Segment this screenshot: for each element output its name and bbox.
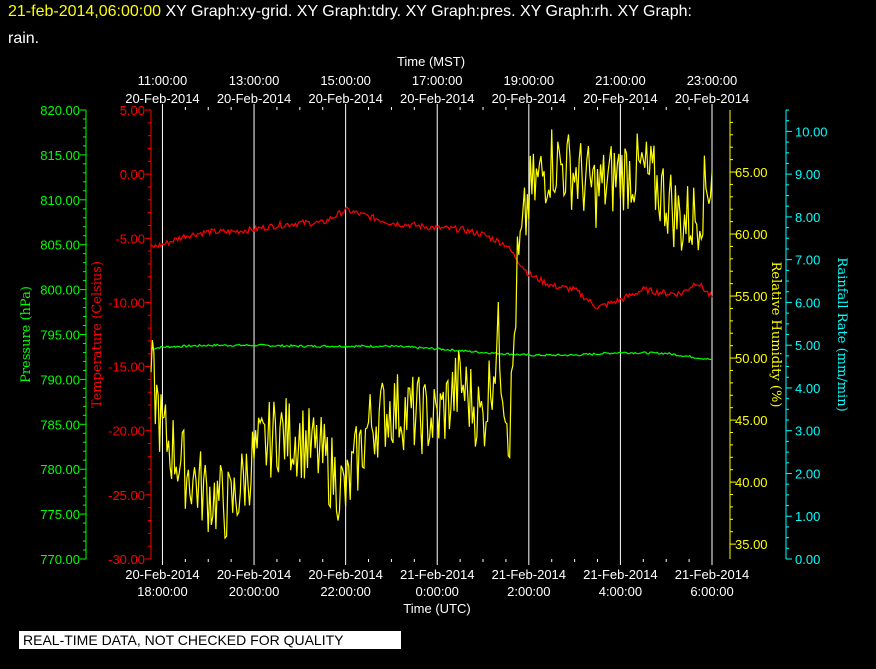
pressure-tick-label: 820.00 bbox=[40, 103, 80, 118]
x-top-tick-date: 20-Feb-2014 bbox=[308, 91, 382, 106]
rain-tick-label: 0.00 bbox=[795, 552, 820, 567]
pressure-tick-label: 790.00 bbox=[40, 372, 80, 387]
pressure-tick-label: 805.00 bbox=[40, 238, 80, 253]
humidity-axis-label: Relative Humidity (%) bbox=[768, 262, 783, 408]
temperature-tick-label: -20.00 bbox=[108, 424, 145, 439]
timestamp: 21-feb-2014,06:00:00 bbox=[8, 3, 162, 20]
x-bottom-tick-time: 2:00:00 bbox=[507, 584, 550, 599]
humidity-tick-label: 55.00 bbox=[735, 289, 768, 304]
x-bottom-tick-time: 18:00:00 bbox=[137, 584, 188, 599]
x-bottom-tick-date: 20-Feb-2014 bbox=[217, 567, 291, 582]
x-bottom-tick-time: 20:00:00 bbox=[229, 584, 280, 599]
x-top-tick-date: 20-Feb-2014 bbox=[675, 91, 749, 106]
pressure-tick-label: 775.00 bbox=[40, 507, 80, 522]
rain-tick-label: 10.00 bbox=[795, 124, 828, 139]
temperature-tick-label: -10.00 bbox=[108, 295, 145, 310]
rain-axis-label: Rainfall Rate (mm/min) bbox=[834, 257, 849, 411]
x-bottom-tick-time: 6:00:00 bbox=[690, 584, 733, 599]
rain-tick-label: 1.00 bbox=[795, 509, 820, 524]
rain-tick-label: 6.00 bbox=[795, 295, 820, 310]
rain-tick-label: 5.00 bbox=[795, 338, 820, 353]
x-bottom-tick-date: 21-Feb-2014 bbox=[675, 567, 749, 582]
x-bottom-tick-date: 21-Feb-2014 bbox=[400, 567, 474, 582]
series bbox=[150, 129, 713, 540]
temperature-axis-label: Temperature (Celsius) bbox=[90, 261, 105, 408]
quality-notice: REAL-TIME DATA, NOT CHECKED FOR QUALITY bbox=[19, 631, 401, 649]
humidity-tick-label: 35.00 bbox=[735, 537, 768, 552]
temperature-tick-label: 5.00 bbox=[120, 103, 145, 118]
temperature-tick-label: -15.00 bbox=[108, 360, 145, 375]
x-bottom-tick-date: 21-Feb-2014 bbox=[583, 567, 657, 582]
rain-tick-label: 7.00 bbox=[795, 253, 820, 268]
x-bottom-tick-date: 21-Feb-2014 bbox=[492, 567, 566, 582]
series-tdry-line bbox=[150, 206, 713, 310]
humidity-tick-label: 65.00 bbox=[735, 165, 768, 180]
x-bottom-tick-date: 20-Feb-2014 bbox=[125, 567, 199, 582]
rain-tick-label: 4.00 bbox=[795, 381, 820, 396]
temperature-tick-label: -30.00 bbox=[108, 552, 145, 567]
rain-tick-label: 9.00 bbox=[795, 167, 820, 182]
header-title-line-2: rain. bbox=[8, 30, 39, 48]
temperature-tick-label: 0.00 bbox=[120, 167, 145, 182]
temperature-tick-label: -5.00 bbox=[115, 231, 145, 246]
graph-list: XY Graph:xy-grid. XY Graph:tdry. XY Grap… bbox=[165, 3, 692, 20]
pressure-tick-label: 815.00 bbox=[40, 148, 80, 163]
temperature-tick-label: -25.00 bbox=[108, 488, 145, 503]
x-top-tick-time: 15:00:00 bbox=[320, 73, 371, 88]
x-top-tick-date: 20-Feb-2014 bbox=[400, 91, 474, 106]
x-top-tick-date: 20-Feb-2014 bbox=[492, 91, 566, 106]
pressure-tick-label: 810.00 bbox=[40, 193, 80, 208]
x-bottom-tick-time: 0:00:00 bbox=[416, 584, 459, 599]
x-top-tick-time: 11:00:00 bbox=[138, 73, 188, 88]
graph-list-continued: rain. bbox=[8, 30, 40, 47]
pressure-tick-label: 795.00 bbox=[40, 328, 80, 343]
x-top-tick-date: 20-Feb-2014 bbox=[217, 91, 291, 106]
x-bottom-tick-date: 20-Feb-2014 bbox=[308, 567, 382, 582]
x-top-tick-time: 13:00:00 bbox=[229, 73, 280, 88]
series-pres-line bbox=[150, 343, 713, 361]
axes: 20-Feb-2014 18:00:00 20-Feb-2014 20:00:00 20… bbox=[19, 54, 849, 616]
rain-tick-label: 3.00 bbox=[795, 424, 820, 439]
pressure-tick-label: 800.00 bbox=[40, 283, 80, 298]
x-top-tick-time: 17:00:00 bbox=[412, 73, 463, 88]
pressure-tick-label: 770.00 bbox=[40, 552, 80, 567]
x-top-axis-label: Time (MST) bbox=[397, 54, 465, 69]
rain-tick-label: 8.00 bbox=[795, 210, 820, 225]
x-top-tick-time: 19:00:00 bbox=[504, 73, 555, 88]
series-rh-line bbox=[150, 129, 713, 540]
x-top-tick-date: 20-Feb-2014 bbox=[583, 91, 657, 106]
humidity-tick-label: 60.00 bbox=[735, 227, 768, 242]
rain-tick-label: 2.00 bbox=[795, 466, 820, 481]
x-bottom-axis-label: Time (UTC) bbox=[403, 601, 470, 616]
x-top-tick-time: 21:00:00 bbox=[595, 73, 646, 88]
x-bottom-tick-time: 4:00:00 bbox=[599, 584, 642, 599]
x-top-tick-date: 20-Feb-2014 bbox=[125, 91, 199, 106]
pressure-tick-label: 780.00 bbox=[40, 462, 80, 477]
pressure-axis-label: Pressure (hPa) bbox=[19, 286, 34, 383]
humidity-tick-label: 50.00 bbox=[735, 351, 768, 366]
pressure-tick-label: 785.00 bbox=[40, 417, 80, 432]
header-title-line-1: 21-feb-2014,06:00:00 XY Graph:xy-grid. X… bbox=[8, 3, 692, 21]
x-bottom-tick-time: 22:00:00 bbox=[320, 584, 371, 599]
x-top-tick-time: 23:00:00 bbox=[687, 73, 738, 88]
humidity-tick-label: 40.00 bbox=[735, 475, 768, 490]
humidity-tick-label: 45.00 bbox=[735, 413, 768, 428]
